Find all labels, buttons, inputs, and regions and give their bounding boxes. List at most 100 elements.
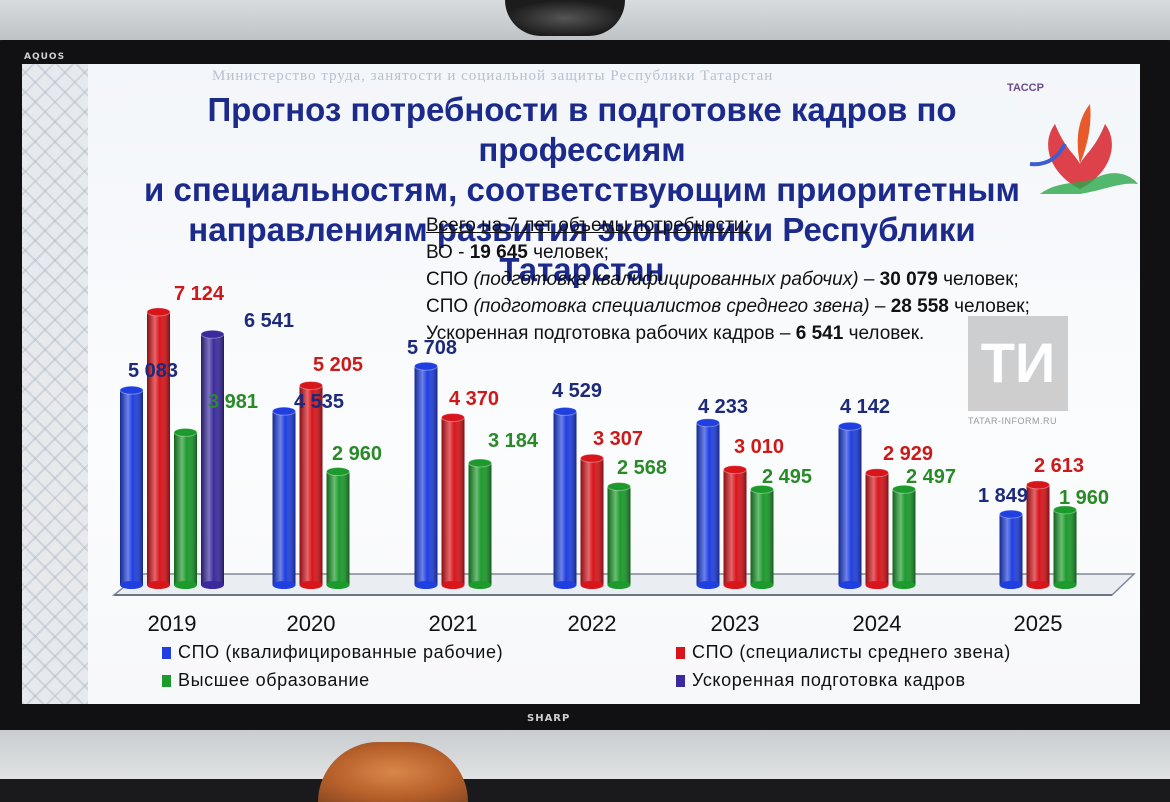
summary-line-vo: ВО - 19 645 человек; — [426, 239, 1030, 266]
data-label: 3 184 — [488, 430, 539, 452]
tv-brand-aquos: AQUOS — [24, 52, 66, 62]
data-label: 2 613 — [1034, 455, 1084, 477]
watermark-site: TATAR-INFORM.RU — [968, 416, 1057, 426]
bar-highlight — [299, 385, 323, 585]
bar-highlight — [553, 411, 577, 585]
bar-highlight — [580, 458, 604, 585]
ceiling-camera — [505, 0, 625, 36]
bar-top — [119, 385, 144, 395]
totals-summary: Всего на 7 лет объемы потребности: ВО - … — [426, 212, 1030, 347]
title-line: и специальностям, соответствующим приори… — [144, 171, 1020, 208]
x-tick-label: 2022 — [568, 611, 617, 636]
bar-base — [865, 581, 889, 589]
bar-top — [326, 467, 350, 477]
summary-text: человек. — [843, 323, 925, 344]
bar-highlight — [326, 471, 350, 585]
legend-swatch — [162, 675, 171, 687]
ministry-header: Министерство труда, занятости и социальн… — [212, 68, 774, 84]
summary-italic: (подготовка специалистов среднего звена) — [473, 296, 870, 317]
data-label: 5 708 — [407, 337, 457, 359]
bar-top — [1026, 480, 1050, 490]
bar-base — [414, 581, 438, 589]
summary-text: СПО — [426, 269, 474, 290]
data-label: 2 495 — [762, 466, 812, 488]
bar-top — [299, 380, 323, 390]
bar-top — [607, 482, 631, 492]
bar-highlight — [607, 486, 631, 585]
summary-text: человек; — [527, 242, 609, 263]
bar-base — [750, 581, 774, 589]
summary-line-spo-specialists: СПО (подготовка специалистов среднего зв… — [426, 293, 1030, 320]
bar-highlight — [865, 472, 889, 585]
bar-highlight — [1053, 509, 1077, 585]
data-label: 3 010 — [734, 436, 784, 458]
bar-top — [696, 418, 720, 428]
bar-base — [999, 581, 1023, 589]
bar-base — [580, 581, 604, 589]
bar-highlight — [272, 411, 296, 585]
summary-line-spo-workers: СПО (подготовка квалифицированных рабочи… — [426, 266, 1030, 293]
bar-top — [146, 307, 171, 317]
data-label: 3 981 — [208, 391, 258, 413]
title-line: направлениям развития экономики Республи… — [188, 211, 976, 288]
legend-item: СПО (специалисты среднего звена) — [676, 642, 1011, 663]
legend-label: Высшее образование — [178, 670, 370, 690]
data-label: 4 535 — [294, 391, 344, 413]
bar-highlight — [201, 334, 224, 585]
legend-swatch — [676, 647, 685, 659]
bar-top — [865, 468, 889, 478]
bar-top — [200, 329, 225, 339]
x-tick-label: 2023 — [711, 611, 760, 636]
data-label: 2 568 — [617, 457, 667, 479]
summary-text: Ускоренная подготовка рабочих кадров – — [426, 323, 796, 344]
bar-base — [723, 581, 747, 589]
bar-highlight — [892, 489, 916, 585]
slide-title: Прогноз потребности в подготовке кадров … — [102, 90, 1062, 290]
bar-top — [272, 406, 296, 416]
bar-highlight — [441, 417, 465, 585]
bar-highlight — [174, 432, 197, 585]
data-label: 1 849 — [978, 485, 1028, 507]
summary-header: Всего на 7 лет объемы потребности: — [426, 215, 750, 236]
slide-screen: Министерство труда, занятости и социальн… — [22, 64, 1140, 704]
legend-item: Высшее образование — [162, 670, 370, 691]
summary-italic: (подготовка квалифицированных рабочих) — [473, 269, 859, 290]
bar-highlight — [999, 514, 1023, 585]
ornament-border — [22, 64, 88, 704]
data-label: 4 370 — [449, 388, 499, 410]
legend-item: СПО (квалифицированные рабочие) — [162, 642, 503, 663]
bar-top — [750, 484, 774, 494]
bar-highlight — [147, 311, 170, 585]
bar-highlight — [750, 489, 774, 585]
bar-base — [892, 581, 916, 589]
legend-label: СПО (квалифицированные рабочие) — [178, 642, 504, 662]
bar-top — [441, 412, 465, 422]
summary-text: СПО — [426, 296, 474, 317]
bar-base — [272, 581, 296, 589]
data-label: 7 124 — [174, 283, 225, 305]
bar-base — [696, 581, 720, 589]
bar-highlight — [1026, 484, 1050, 585]
x-tick-label: 2021 — [429, 611, 478, 636]
bar-top — [553, 406, 577, 416]
x-tick-label: 2019 — [148, 611, 197, 636]
data-label: 4 233 — [698, 396, 748, 418]
x-tick-label: 2020 — [287, 611, 336, 636]
bar-base — [299, 581, 323, 589]
x-tick-label: 2025 — [1014, 611, 1063, 636]
bar-highlight — [696, 422, 720, 585]
summary-value: 19 645 — [469, 242, 528, 263]
bar-base — [1053, 581, 1077, 589]
data-label: 2 960 — [332, 443, 382, 465]
data-label: 5 083 — [128, 360, 178, 382]
bar-base — [147, 581, 170, 589]
bar-top — [580, 453, 604, 463]
data-label: 2 929 — [883, 443, 933, 465]
bar-top — [838, 421, 862, 431]
tv-brand-sharp: SHARP — [527, 713, 571, 724]
bar-base — [174, 581, 197, 589]
x-tick-label: 2024 — [853, 611, 902, 636]
summary-text: – — [858, 269, 880, 290]
title-line: Прогноз потребности в подготовке кадров … — [207, 91, 957, 168]
logo-caption: ТАССР — [1007, 82, 1044, 94]
